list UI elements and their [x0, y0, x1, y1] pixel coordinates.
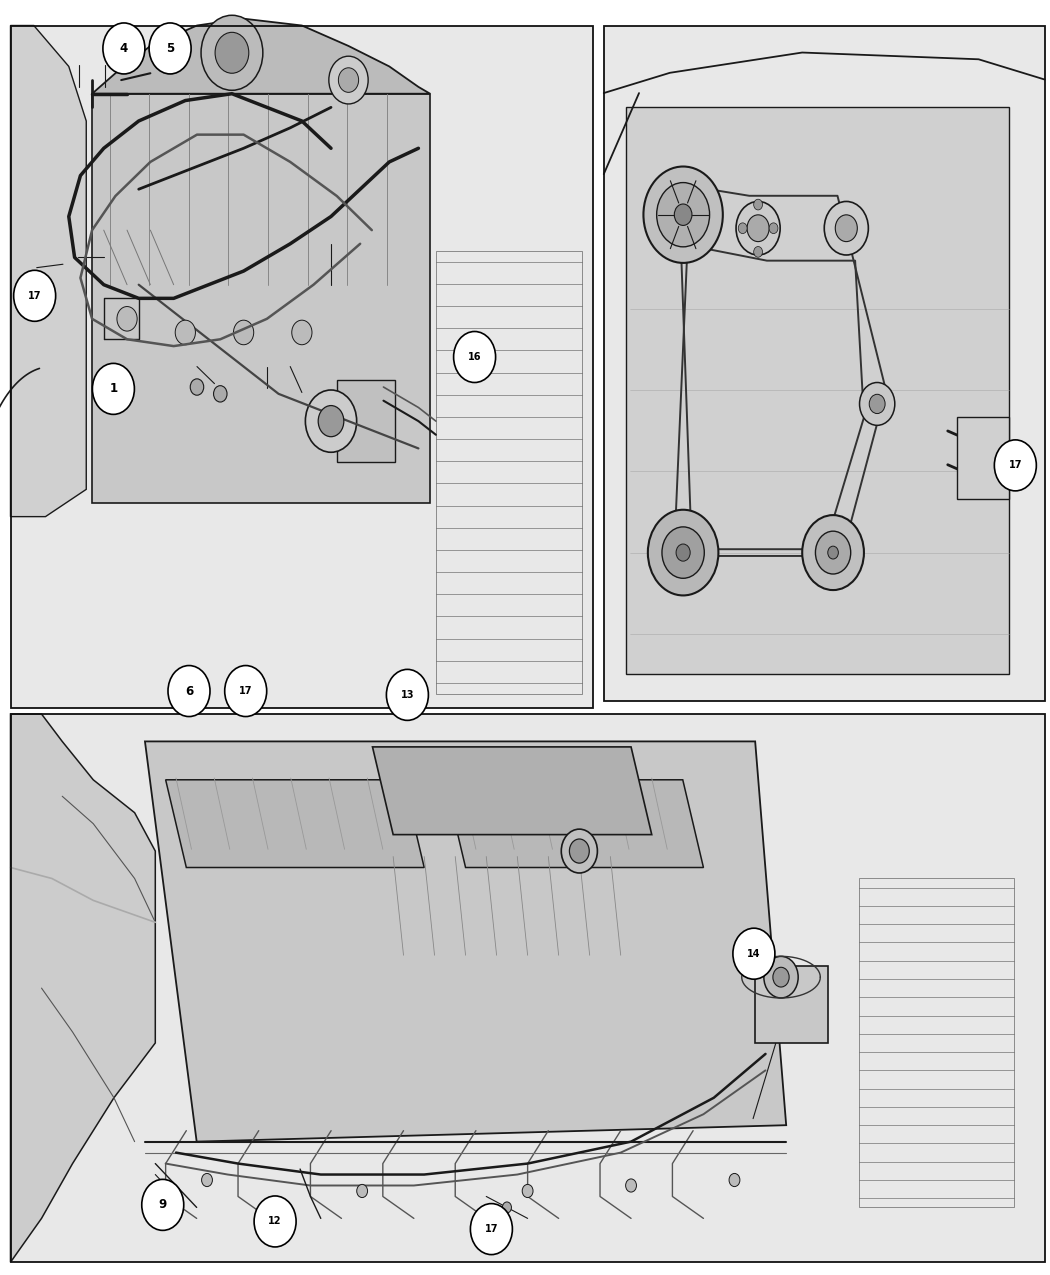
Circle shape — [338, 68, 359, 92]
Text: 5: 5 — [166, 42, 174, 55]
Polygon shape — [445, 780, 704, 867]
Circle shape — [329, 56, 369, 105]
Polygon shape — [145, 742, 786, 1141]
Circle shape — [522, 1184, 533, 1197]
Circle shape — [470, 1204, 512, 1255]
Polygon shape — [604, 26, 1045, 701]
Circle shape — [802, 515, 864, 590]
Polygon shape — [166, 780, 424, 867]
Circle shape — [168, 666, 210, 717]
Bar — [10, 714, 1045, 1262]
Circle shape — [648, 510, 718, 595]
Circle shape — [225, 666, 267, 717]
Circle shape — [215, 32, 249, 73]
Circle shape — [769, 223, 778, 233]
Text: 12: 12 — [269, 1216, 281, 1227]
Bar — [10, 26, 593, 708]
Circle shape — [824, 201, 868, 255]
Circle shape — [142, 1179, 184, 1230]
Circle shape — [201, 15, 262, 91]
Circle shape — [292, 320, 312, 344]
Circle shape — [454, 332, 496, 382]
Bar — [436, 251, 582, 694]
Text: 4: 4 — [120, 42, 128, 55]
Bar — [957, 417, 1009, 499]
Circle shape — [754, 199, 762, 210]
Circle shape — [763, 956, 798, 998]
Circle shape — [175, 320, 195, 344]
Circle shape — [103, 23, 145, 74]
Polygon shape — [10, 714, 155, 1262]
Bar — [859, 878, 1013, 1207]
Circle shape — [869, 394, 885, 413]
Polygon shape — [626, 107, 1009, 674]
Circle shape — [773, 968, 790, 987]
Circle shape — [254, 1196, 296, 1247]
Polygon shape — [92, 19, 430, 94]
Circle shape — [503, 1202, 511, 1213]
Circle shape — [318, 405, 343, 437]
Text: 16: 16 — [468, 352, 481, 362]
Circle shape — [357, 1184, 367, 1197]
Circle shape — [736, 201, 780, 255]
Bar — [604, 26, 1045, 701]
Circle shape — [644, 167, 722, 263]
Circle shape — [754, 246, 762, 258]
Circle shape — [213, 385, 227, 402]
Circle shape — [14, 270, 56, 321]
Circle shape — [626, 1179, 636, 1192]
Circle shape — [117, 306, 138, 332]
Bar — [337, 380, 395, 462]
Text: 17: 17 — [28, 291, 41, 301]
Polygon shape — [10, 26, 86, 516]
Polygon shape — [10, 26, 593, 708]
Circle shape — [860, 382, 895, 426]
Polygon shape — [10, 714, 1045, 1262]
Text: 17: 17 — [485, 1224, 498, 1234]
Circle shape — [733, 928, 775, 979]
Circle shape — [92, 363, 134, 414]
Bar — [755, 966, 827, 1043]
Circle shape — [729, 1173, 740, 1187]
Circle shape — [306, 390, 357, 453]
Circle shape — [149, 23, 191, 74]
Circle shape — [656, 182, 710, 247]
Circle shape — [386, 669, 428, 720]
Circle shape — [827, 546, 838, 558]
Text: 17: 17 — [1009, 460, 1022, 470]
Circle shape — [662, 527, 705, 579]
Text: 14: 14 — [748, 949, 760, 959]
Circle shape — [994, 440, 1036, 491]
Circle shape — [676, 544, 690, 561]
Text: 13: 13 — [401, 690, 414, 700]
Circle shape — [202, 1173, 212, 1187]
Circle shape — [190, 379, 204, 395]
Circle shape — [748, 215, 769, 242]
Circle shape — [816, 532, 850, 574]
Circle shape — [233, 320, 254, 344]
Text: 6: 6 — [185, 685, 193, 697]
Text: 1: 1 — [109, 382, 118, 395]
Polygon shape — [373, 747, 652, 835]
Circle shape — [836, 215, 857, 242]
Circle shape — [738, 223, 747, 233]
Circle shape — [674, 204, 692, 226]
Polygon shape — [92, 94, 430, 504]
Circle shape — [569, 839, 589, 863]
Text: 17: 17 — [239, 686, 252, 696]
Text: 9: 9 — [159, 1198, 167, 1211]
Circle shape — [562, 829, 597, 873]
